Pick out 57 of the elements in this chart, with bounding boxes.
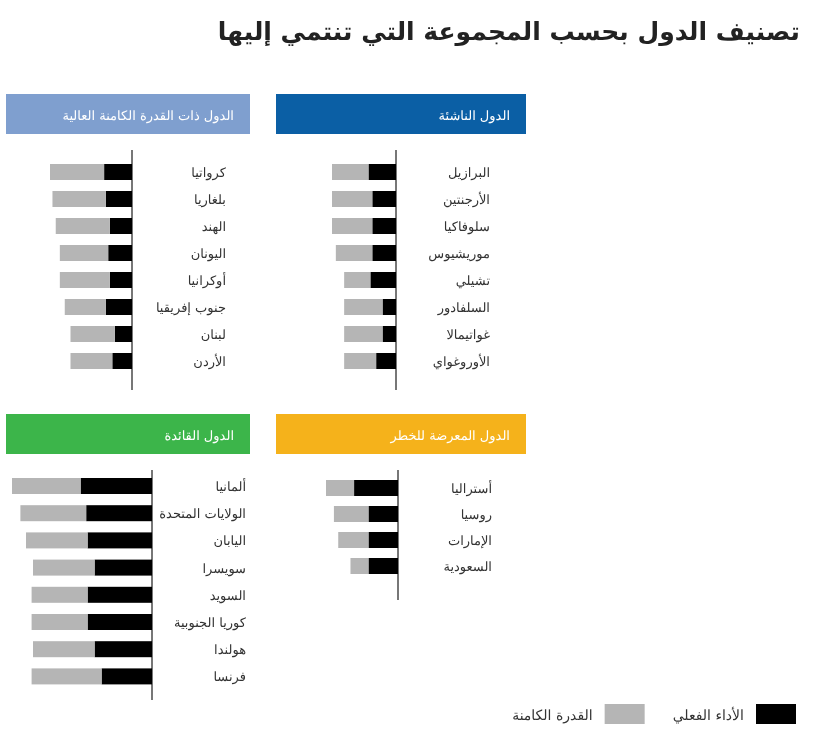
bar xyxy=(101,668,152,685)
bar xyxy=(31,668,102,685)
bar xyxy=(26,532,88,549)
bar xyxy=(344,353,377,369)
bar xyxy=(64,299,106,315)
bar xyxy=(112,353,132,369)
bar xyxy=(33,559,95,576)
bar xyxy=(382,299,396,315)
bar xyxy=(104,164,132,180)
bar xyxy=(105,299,132,315)
text: تصنيف الدول بحسب المجموعة التي تنتمي إليها xyxy=(217,16,800,48)
bar xyxy=(94,641,152,658)
bar xyxy=(350,558,369,574)
bar xyxy=(109,218,132,234)
bar xyxy=(33,641,95,658)
bar xyxy=(109,272,132,288)
bar xyxy=(12,478,81,494)
bar xyxy=(372,245,396,261)
bar xyxy=(372,218,396,234)
bar xyxy=(114,326,132,342)
bar xyxy=(31,614,88,630)
bar xyxy=(354,480,398,496)
bar xyxy=(31,586,88,603)
bar xyxy=(50,164,105,180)
bar xyxy=(382,326,396,342)
bar xyxy=(372,191,396,207)
bar xyxy=(108,245,132,261)
bar xyxy=(55,218,110,234)
bar xyxy=(86,505,152,522)
bar xyxy=(344,299,383,315)
bar xyxy=(87,532,152,549)
bar xyxy=(376,353,396,369)
bar xyxy=(368,506,398,522)
bar xyxy=(338,532,369,548)
bar xyxy=(105,191,132,207)
bar xyxy=(332,218,373,234)
bar xyxy=(94,559,152,576)
bar xyxy=(59,272,110,288)
bar xyxy=(370,272,396,288)
bar xyxy=(333,506,369,522)
bar xyxy=(59,245,109,261)
bar xyxy=(344,326,383,342)
bar xyxy=(368,164,396,180)
bar xyxy=(70,326,115,342)
bar xyxy=(52,191,106,207)
bar xyxy=(70,353,113,369)
bar xyxy=(332,191,373,207)
bar xyxy=(326,480,355,496)
bar xyxy=(20,505,87,522)
bar xyxy=(368,532,398,548)
bar xyxy=(87,614,152,630)
bar xyxy=(335,245,373,261)
bar xyxy=(87,586,152,603)
bar xyxy=(80,478,152,494)
bar xyxy=(368,558,398,574)
bar xyxy=(344,272,371,288)
bar xyxy=(332,164,369,180)
